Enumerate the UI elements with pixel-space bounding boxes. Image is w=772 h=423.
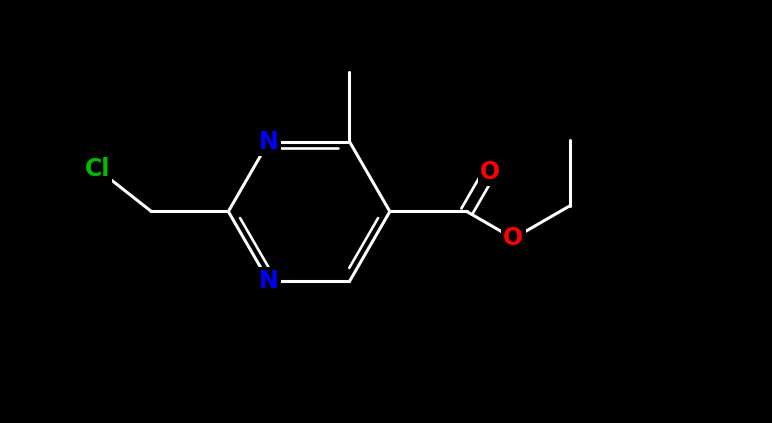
- Text: O: O: [479, 159, 500, 184]
- Text: N: N: [259, 129, 279, 154]
- Text: Cl: Cl: [85, 157, 110, 181]
- Text: N: N: [259, 269, 279, 294]
- Text: O: O: [503, 226, 523, 250]
